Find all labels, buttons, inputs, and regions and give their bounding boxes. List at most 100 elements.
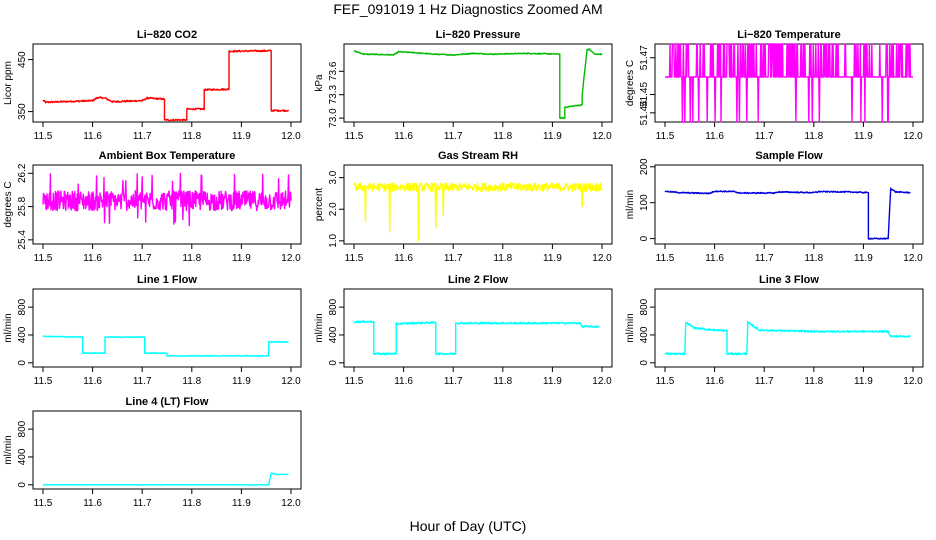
panel-line-3-flow: Line 3 Flow ml/min 11.5 11.6 11.7 11.8 11.9 12.… (625, 274, 924, 387)
y-axis-label: Licor ppm (3, 61, 14, 105)
y-axis-label: ml/min (3, 435, 14, 464)
x-tick-label: 12.0 (281, 498, 301, 509)
x-tick-label: 11.7 (444, 131, 463, 142)
x-tick-label: 11.7 (755, 253, 774, 264)
x-tick-label: 12.0 (281, 376, 301, 387)
plot-frame (654, 288, 924, 368)
y-tick-label: 400 (17, 326, 28, 343)
y-tick-label: 800 (17, 298, 28, 315)
panel-line-2-flow: Line 2 Flow ml/min 11.5 11.6 11.7 11.8 11.9 12.… (314, 274, 613, 387)
x-tick-label: 11.6 (705, 376, 724, 387)
figure-xlabel: Hour of Day (UTC) (410, 518, 527, 534)
x-tick-label: 11.8 (182, 376, 201, 387)
panels-group: Li−820 CO2 Licor ppm 11.5 11.6 11.7 11.8 11.9 1… (3, 29, 924, 509)
x-tick-label: 12.0 (281, 253, 301, 264)
x-tick-label: 11.9 (232, 253, 251, 264)
series-line (664, 321, 911, 356)
series-line (42, 335, 289, 357)
panel-title: Line 3 Flow (759, 274, 819, 286)
x-tick-label: 11.7 (755, 376, 774, 387)
y-tick-label: 51.45 (639, 82, 650, 107)
x-tick-label: 11.5 (34, 131, 53, 142)
x-tick-label: 11.9 (232, 131, 251, 142)
panel-title: Li−820 CO2 (137, 29, 197, 41)
y-tick-label: 73.3 (328, 85, 339, 105)
x-tick-label: 11.8 (804, 131, 823, 142)
x-tick-label: 11.5 (345, 131, 364, 142)
y-axis-label: ml/min (625, 190, 636, 219)
x-tick-label: 11.9 (854, 376, 873, 387)
plot-frame (32, 288, 302, 368)
y-tick-label: 400 (17, 448, 28, 465)
y-tick-label: 100 (639, 194, 650, 211)
x-tick-label: 12.0 (903, 253, 923, 264)
x-tick-label: 11.9 (232, 498, 251, 509)
y-tick-label: 73.0 (328, 108, 339, 128)
x-tick-label: 11.6 (394, 376, 413, 387)
y-tick-label: 200 (639, 158, 650, 175)
panel-li-820-co2: Li−820 CO2 Licor ppm 11.5 11.6 11.7 11.8 11.9 1… (3, 29, 302, 142)
y-tick-label: 350 (17, 103, 28, 120)
y-tick-label: 73.6 (328, 61, 339, 81)
y-tick-label: 51.44 (639, 100, 650, 125)
series-line (42, 49, 290, 122)
series-line (664, 187, 911, 240)
y-tick-label: 450 (17, 51, 28, 68)
plot-frame (32, 410, 302, 490)
y-tick-label: 2.0 (328, 202, 339, 216)
x-tick-label: 11.7 (133, 498, 152, 509)
panel-line-1-flow: Line 1 Flow ml/min 11.5 11.6 11.7 11.8 11.9 12.… (3, 274, 302, 387)
x-tick-label: 11.8 (804, 253, 823, 264)
series-line (664, 43, 914, 123)
x-tick-label: 11.8 (493, 253, 512, 264)
y-tick-label: 400 (639, 326, 650, 343)
panel-gas-stream-rh: Gas Stream RH percent 11.5 11.6 11.7 11.8 11.9… (314, 150, 613, 264)
x-tick-label: 11.9 (232, 376, 251, 387)
plot-frame (343, 43, 613, 123)
panel-title: Line 2 Flow (448, 274, 508, 286)
x-tick-label: 11.7 (133, 376, 152, 387)
x-tick-label: 11.5 (656, 376, 675, 387)
x-tick-label: 11.7 (444, 376, 463, 387)
x-tick-label: 11.7 (444, 253, 463, 264)
y-axis-label: degrees C (3, 181, 14, 227)
x-tick-label: 11.6 (83, 498, 102, 509)
y-tick-label: 800 (17, 420, 28, 437)
y-tick-label: 3.0 (328, 170, 339, 184)
x-tick-label: 11.6 (83, 253, 102, 264)
x-tick-label: 11.5 (34, 376, 53, 387)
plot-frame (32, 43, 302, 123)
series-line (42, 172, 292, 227)
panel-ambient-box-temperature: Ambient Box Temperature degrees C 11.5 11.6… (3, 150, 302, 264)
x-tick-label: 11.5 (345, 253, 364, 264)
series-line (353, 182, 603, 242)
y-tick-label: 0 (639, 360, 650, 366)
series-line (353, 320, 600, 356)
panel-title: Gas Stream RH (438, 150, 518, 162)
x-tick-label: 11.8 (804, 376, 823, 387)
y-tick-label: 800 (639, 298, 650, 315)
x-tick-label: 11.5 (656, 131, 675, 142)
y-axis-label: ml/min (3, 313, 14, 342)
y-tick-label: 800 (328, 298, 339, 315)
x-tick-label: 11.6 (83, 376, 102, 387)
panel-sample-flow: Sample Flow ml/min 11.5 11.6 11.7 11.8 11.9 12.… (625, 150, 924, 264)
x-tick-label: 11.5 (34, 253, 53, 264)
x-tick-label: 11.5 (345, 376, 364, 387)
panel-li-820-temperature: Li−820 Temperature degrees C 11.5 11.6 11.7 1… (625, 29, 924, 142)
series-line (42, 472, 289, 486)
x-tick-label: 11.7 (133, 131, 152, 142)
y-tick-label: 51.47 (639, 45, 650, 70)
plot-frame (343, 164, 613, 245)
x-tick-label: 11.9 (543, 253, 562, 264)
panel-title: Line 1 Flow (137, 274, 197, 286)
x-tick-label: 11.6 (394, 253, 413, 264)
plot-frame (32, 164, 302, 245)
y-axis-label: kPa (314, 74, 325, 92)
x-tick-label: 11.8 (182, 253, 201, 264)
y-tick-label: 0 (17, 482, 28, 488)
y-tick-label: 25.8 (17, 196, 28, 216)
x-tick-label: 11.9 (854, 131, 873, 142)
y-axis-label: degrees C (625, 60, 636, 106)
